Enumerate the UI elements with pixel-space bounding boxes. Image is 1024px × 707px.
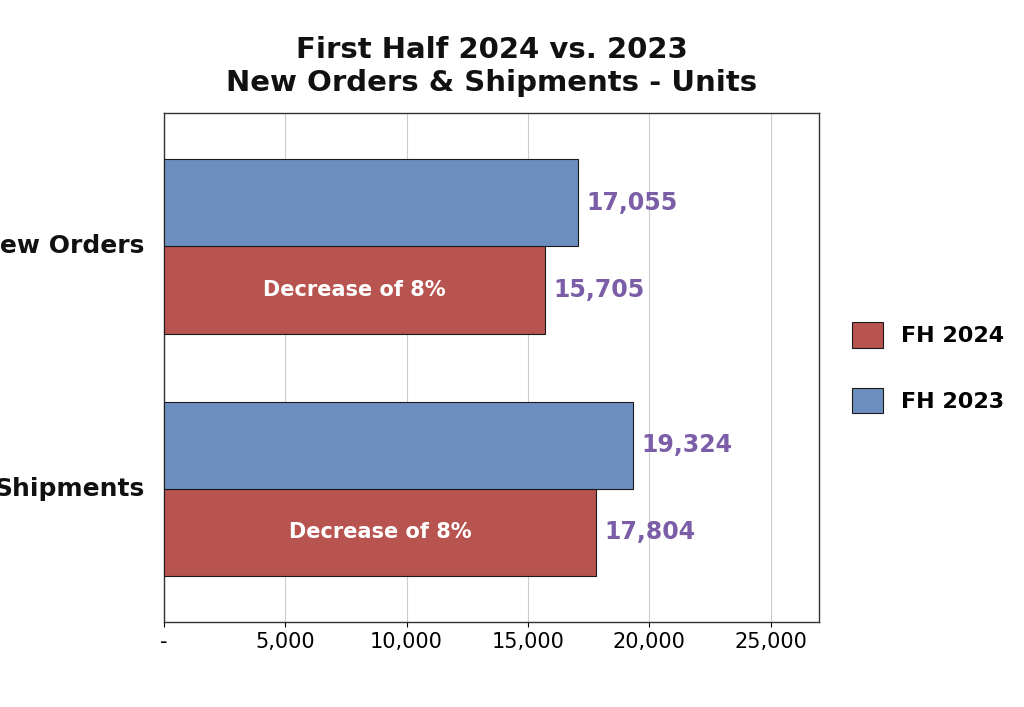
Bar bbox=[164, 489, 596, 576]
Legend: FH 2024, FH 2023: FH 2024, FH 2023 bbox=[844, 313, 1013, 422]
Text: 15,705: 15,705 bbox=[554, 278, 645, 302]
Bar bbox=[164, 247, 545, 334]
Text: New Orders: New Orders bbox=[0, 235, 144, 259]
Bar bbox=[164, 402, 633, 489]
Bar bbox=[164, 159, 578, 247]
Text: 17,055: 17,055 bbox=[587, 191, 678, 215]
Text: 17,804: 17,804 bbox=[604, 520, 695, 544]
Title: First Half 2024 vs. 2023
New Orders & Shipments - Units: First Half 2024 vs. 2023 New Orders & Sh… bbox=[226, 37, 757, 97]
Text: Shipments: Shipments bbox=[0, 477, 144, 501]
Text: 19,324: 19,324 bbox=[641, 433, 732, 457]
Text: Decrease of 8%: Decrease of 8% bbox=[289, 522, 471, 542]
Text: Decrease of 8%: Decrease of 8% bbox=[263, 280, 445, 300]
